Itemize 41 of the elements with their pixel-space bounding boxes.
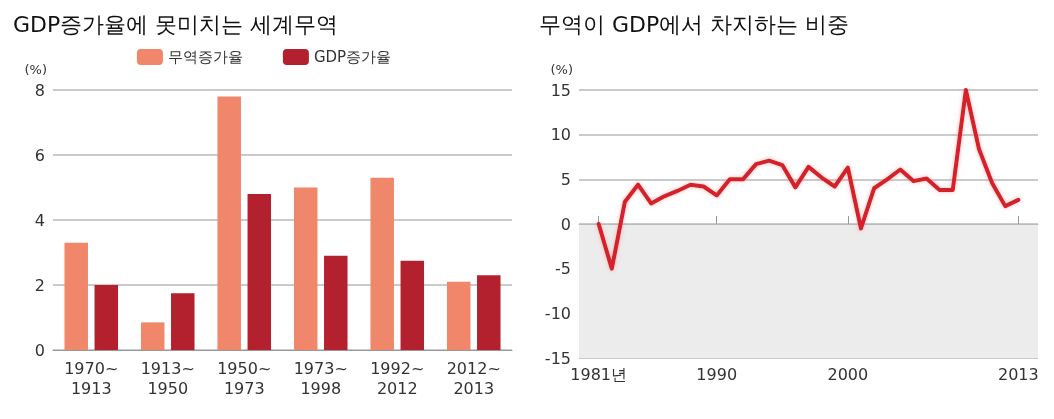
line-series <box>596 88 1021 271</box>
y-tick-label: 6 <box>34 145 45 165</box>
y-tick-label: -5 <box>555 259 571 279</box>
x-tick-label: 1973~ 1998 <box>293 358 348 398</box>
y-tick-label: 4 <box>34 210 45 230</box>
x-tick-label: 1992~ 2012 <box>370 358 425 398</box>
x-tick-label: 1913~ 1950 <box>140 358 195 398</box>
bar <box>64 242 88 350</box>
legend-label: 무역증가율 <box>167 48 243 66</box>
bar <box>324 255 348 350</box>
y-tick-label: -15 <box>544 348 571 368</box>
y-axis-title: (%) <box>24 62 47 77</box>
y-tick-label: -10 <box>544 303 571 323</box>
chart-title: GDP증가율에 못미치는 세계무역 <box>13 11 339 37</box>
x-tick-label: 1981년 <box>570 364 628 384</box>
y-tick-label: 2 <box>34 275 45 295</box>
bar <box>400 260 425 350</box>
x-tick-label: 2012~ 2013 <box>446 358 501 398</box>
x-tick-label: 1990 <box>696 364 738 384</box>
bar <box>217 96 241 350</box>
y-tick-label: 15 <box>550 80 571 100</box>
bar <box>94 285 119 350</box>
y-axis-title: (%) <box>550 62 573 77</box>
bar <box>293 187 318 350</box>
bar <box>247 194 272 350</box>
legend-label: GDP증가율 <box>313 48 392 66</box>
bar <box>171 293 195 350</box>
x-tick-label: 2000 <box>827 364 869 384</box>
bar <box>477 275 501 350</box>
y-tick-label: 5 <box>560 169 571 189</box>
bar <box>446 281 471 350</box>
chart-title: 무역이 GDP에서 차지하는 비중 <box>539 11 850 37</box>
bar <box>370 177 394 350</box>
y-tick-label: 10 <box>550 125 571 145</box>
x-tick-label: 1950~ 1973 <box>217 358 272 398</box>
x-tick-label: 1970~ 1913 <box>64 358 119 398</box>
bar <box>140 322 165 350</box>
x-tick-label: 2013 <box>997 364 1039 384</box>
y-tick-label: 0 <box>560 214 571 234</box>
y-tick-label: 8 <box>34 80 45 100</box>
y-tick-label: 0 <box>34 340 45 360</box>
